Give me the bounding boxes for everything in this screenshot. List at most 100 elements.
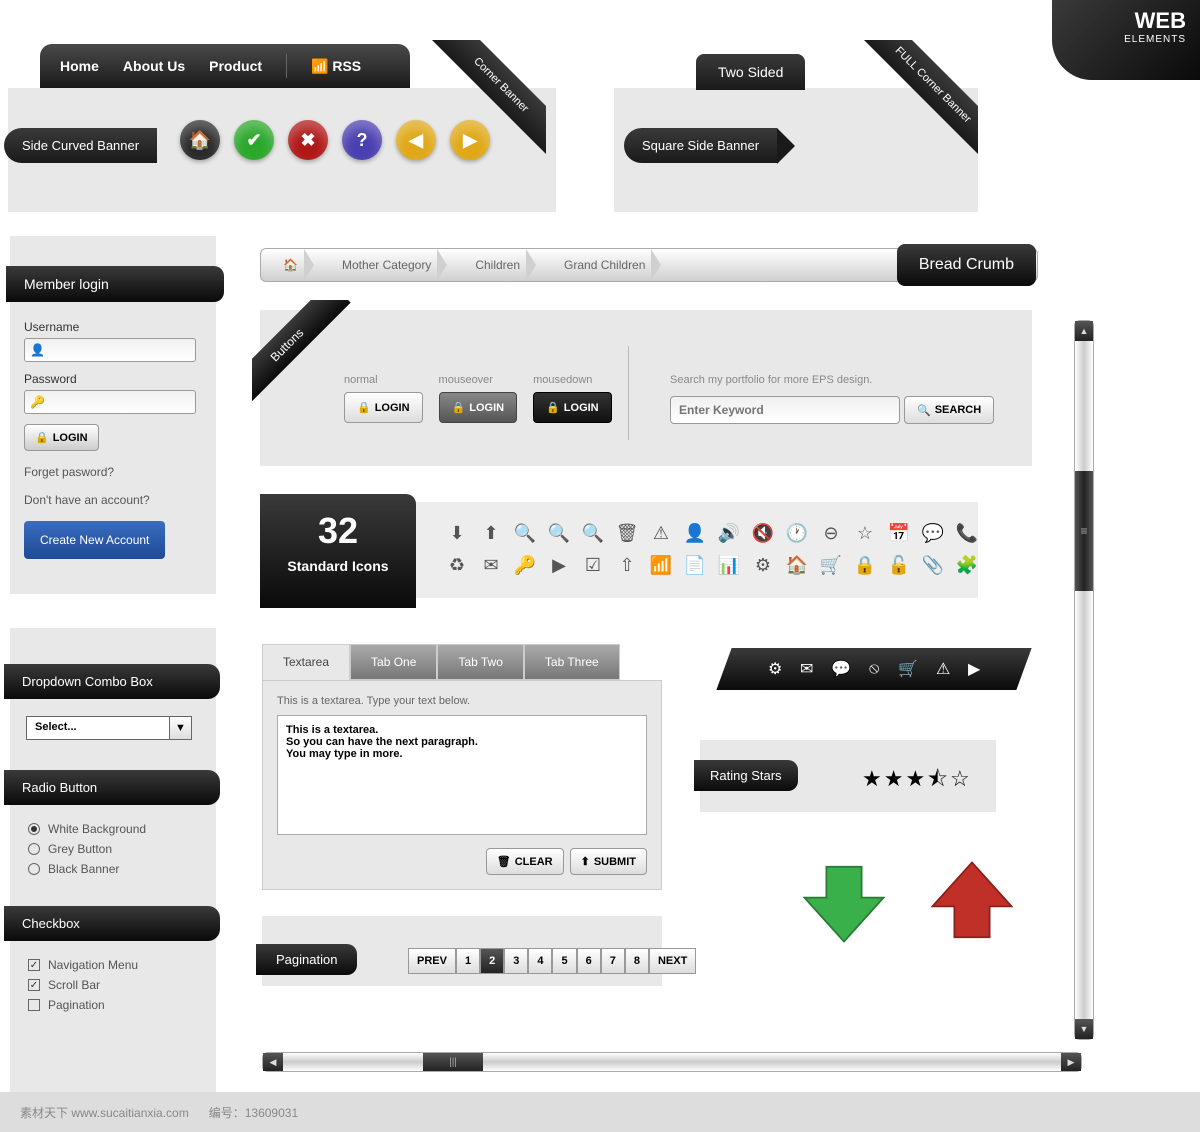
clear-button[interactable]: 🗑CLEAR <box>486 848 564 875</box>
radio-option[interactable]: Black Banner <box>28 862 146 876</box>
state-label: mouseover <box>439 374 493 386</box>
login-button-down[interactable]: 🔒LOGIN <box>533 392 612 423</box>
combo-box[interactable]: Select... ▼ <box>26 716 192 740</box>
vertical-scrollbar[interactable]: ▲ ▼ <box>1074 320 1094 1040</box>
pagination-page[interactable]: 8 <box>625 948 649 974</box>
rating-stars[interactable]: ★★★⯪☆ <box>862 762 972 800</box>
help-round-button[interactable]: ? <box>342 120 382 160</box>
search-button[interactable]: 🔍SEARCH <box>904 396 994 424</box>
pagination-page[interactable]: 3 <box>504 948 528 974</box>
gear-icon[interactable]: ⚙ <box>768 659 782 679</box>
state-label: normal <box>344 374 378 386</box>
username-label: Username <box>24 320 204 334</box>
lock-icon: 🔒 <box>35 431 49 444</box>
home-round-button[interactable]: 🏠 <box>180 120 220 160</box>
checkbox-icon: ✓ <box>28 959 40 971</box>
login-body: Username 👤 Password 🔑 🔒LOGIN Forget pasw… <box>24 310 204 559</box>
login-button-normal[interactable]: 🔒LOGIN <box>344 392 423 423</box>
checkbox-option[interactable]: ✓Scroll Bar <box>28 978 138 992</box>
checkbox-icon <box>28 999 40 1011</box>
minus-icon[interactable]: ⦸ <box>869 660 879 678</box>
side-curved-banner: Side Curved Banner <box>4 128 157 163</box>
check-round-button[interactable]: ✔ <box>234 120 274 160</box>
scroll-up-button[interactable]: ▲ <box>1075 321 1093 341</box>
radio-icon <box>28 863 40 875</box>
nav-rss[interactable]: 📶 RSS <box>311 58 361 75</box>
pagination-page[interactable]: 7 <box>601 948 625 974</box>
phone-icon: 📞 <box>954 520 980 546</box>
pagination-prev[interactable]: PREV <box>408 948 456 974</box>
tab-two[interactable]: Tab Two <box>437 644 523 680</box>
unlock-icon: 🔓 <box>886 552 912 578</box>
arrow-down-icon: ⬇ <box>444 520 470 546</box>
breadcrumb-item[interactable]: Mother Category <box>320 249 453 281</box>
scroll-right-button[interactable]: ▶ <box>1061 1053 1081 1071</box>
checkbox-option[interactable]: Pagination <box>28 998 138 1012</box>
tab-one[interactable]: Tab One <box>350 644 437 680</box>
trash-icon: 🗑 <box>497 855 511 868</box>
create-account-button[interactable]: Create New Account <box>24 521 165 559</box>
username-input[interactable] <box>24 338 196 362</box>
tab-three[interactable]: Tab Three <box>524 644 620 680</box>
textarea-input[interactable] <box>277 715 647 835</box>
icons-count: 32 <box>260 510 416 552</box>
breadcrumb-item[interactable]: Grand Children <box>542 249 667 281</box>
nav-about[interactable]: About Us <box>123 58 185 74</box>
pagination-page[interactable]: 1 <box>456 948 480 974</box>
submit-button[interactable]: ⬆SUBMIT <box>570 848 647 875</box>
lock-icon: 🔒 <box>546 401 560 414</box>
rss-icon: 📶 <box>648 552 674 578</box>
pagination-page[interactable]: 5 <box>552 948 576 974</box>
mail-icon[interactable]: ✉ <box>800 659 813 679</box>
breadcrumb-item[interactable]: Children <box>453 249 542 281</box>
password-input[interactable] <box>24 390 196 414</box>
search-area: Search my portfolio for more EPS design.… <box>670 374 994 424</box>
radio-label: Grey Button <box>48 842 112 856</box>
cart-icon[interactable]: 🛒 <box>898 659 918 679</box>
scroll-left-button[interactable]: ◀ <box>263 1053 283 1071</box>
home-icon: 🏠 <box>784 552 810 578</box>
sound-on-icon: 🔊 <box>716 520 742 546</box>
recycle-icon: ♻ <box>444 552 470 578</box>
scroll-thumb[interactable] <box>1075 471 1093 591</box>
horizontal-scrollbar[interactable]: ◀ ||| ▶ <box>262 1052 1082 1072</box>
pagination-page[interactable]: 2 <box>480 948 504 974</box>
next-round-button[interactable]: ▶ <box>450 120 490 160</box>
radio-option[interactable]: White Background <box>28 822 146 836</box>
user-icon: 👤 <box>682 520 708 546</box>
cross-round-button[interactable]: ✖ <box>288 120 328 160</box>
nav-home[interactable]: Home <box>60 58 99 74</box>
checkbox-label: Navigation Menu <box>48 958 138 972</box>
key-icon: 🔑 <box>512 552 538 578</box>
scroll-down-button[interactable]: ▼ <box>1075 1019 1093 1039</box>
tab-textarea[interactable]: Textarea <box>262 644 350 680</box>
warning-icon[interactable]: ⚠ <box>936 659 950 679</box>
star-icon: ☆ <box>852 520 878 546</box>
id-text: 编号：13609031 <box>209 1104 298 1121</box>
play-icon[interactable]: ▶ <box>968 659 980 679</box>
puzzle-icon: 🧩 <box>954 552 980 578</box>
textarea-hint: This is a textarea. Type your text below… <box>277 695 647 707</box>
search-input[interactable] <box>670 396 900 424</box>
pagination-next[interactable]: NEXT <box>649 948 696 974</box>
checkbox-option[interactable]: ✓ Navigation Menu <box>28 958 138 972</box>
clip-icon: 📎 <box>920 552 946 578</box>
login-button[interactable]: 🔒LOGIN <box>24 424 99 451</box>
icon-grid: ⬇⬆🔍🔍🔍🗑⚠👤🔊🔇🕐⊖☆📅💬📞♻✉🔑▶☑⇧📶📄📊⚙🏠🛒🔒🔓📎🧩 <box>444 520 984 578</box>
chevron-down-icon: ▼ <box>169 717 191 739</box>
nav-product[interactable]: Product <box>209 58 262 74</box>
textarea-panel: Textarea Tab One Tab Two Tab Three This … <box>262 644 662 890</box>
login-button-hover[interactable]: 🔒LOGIN <box>439 392 518 423</box>
corner-banner-2: FULL Corner Banner <box>858 40 978 160</box>
chat-icon: 💬 <box>920 520 946 546</box>
prev-round-button[interactable]: ◀ <box>396 120 436 160</box>
chat-icon[interactable]: 💬 <box>831 659 851 679</box>
pagination-page[interactable]: 4 <box>528 948 552 974</box>
pagination-page[interactable]: 6 <box>577 948 601 974</box>
lock-icon: 🔒 <box>852 552 878 578</box>
big-arrow-down-icon <box>800 858 888 946</box>
breadcrumb-home[interactable]: 🏠 <box>261 249 320 281</box>
radio-option[interactable]: Grey Button <box>28 842 146 856</box>
forgot-password-link[interactable]: Forget pasword? <box>24 465 204 479</box>
scroll-thumb-h[interactable]: ||| <box>423 1053 483 1071</box>
